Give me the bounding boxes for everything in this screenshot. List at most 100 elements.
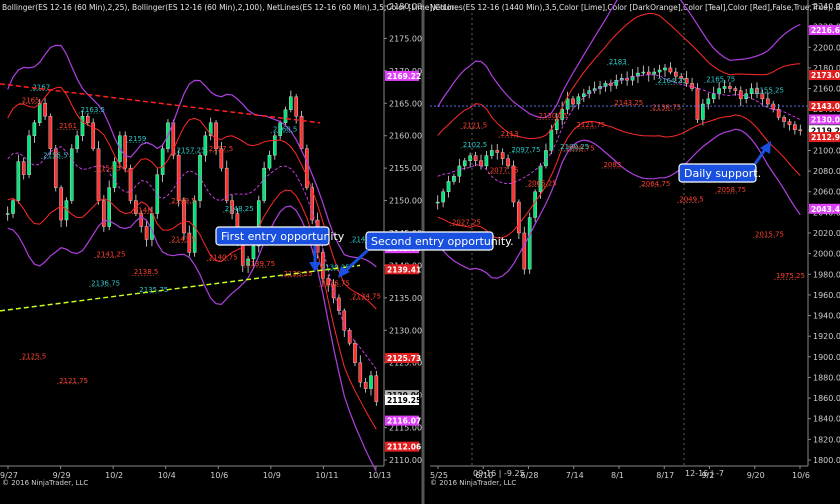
right-candle-body: [582, 93, 586, 97]
right-copyright: © 2016 NinjaTrader, LLC: [430, 479, 516, 487]
left-y-tick-label: 2160.00: [389, 132, 422, 141]
right-panel-bg: [426, 0, 840, 504]
left-candle-body: [246, 258, 250, 266]
right-candle-body: [728, 86, 732, 89]
callout-second-text: Second entry opportunity.: [371, 235, 514, 248]
right-level-label-red: 2027.25: [452, 219, 481, 227]
right-level-label-red: 2130.25: [539, 112, 568, 120]
left-candle-body: [358, 362, 363, 383]
right-price-tag: [809, 114, 840, 125]
left-level-label-red: 2141.25: [97, 250, 126, 258]
right-price-tag: [809, 203, 840, 214]
right-candle-body: [663, 67, 667, 71]
right-level-label-teal: 2164.25: [658, 77, 687, 85]
right-candle-body: [468, 155, 473, 161]
right-candle-body: [668, 67, 673, 73]
right-candle-body: [527, 217, 532, 270]
left-price-tag-label: 2116.07: [387, 417, 421, 426]
left-x-tick-label: 9/29: [53, 471, 71, 480]
left-candle-body: [326, 278, 331, 286]
right-session-note: 09-16 | -9.25: [473, 469, 525, 478]
right-candle-body: [484, 155, 489, 167]
right-level-label-red: 2064.75: [641, 180, 670, 188]
left-level-label-teal: 2163.5: [80, 106, 105, 114]
right-candle-body: [771, 103, 776, 110]
callout-daily-text: Daily support.: [684, 167, 761, 180]
right-x-tick-label: 9/20: [747, 471, 765, 480]
right-level-label-teal: 2155.25: [755, 86, 784, 94]
left-y-tick-label: 2115.00: [389, 424, 422, 433]
right-candle-body: [798, 129, 803, 132]
left-x-tick-label: 9/27: [0, 471, 18, 480]
left-candle-body: [21, 161, 26, 175]
right-candle-body: [690, 83, 694, 89]
left-y-tick-label: 2110.00: [389, 456, 422, 465]
right-candle-body: [522, 232, 527, 270]
left-candle-body: [91, 122, 95, 149]
left-panel-bg: [0, 0, 420, 504]
left-level-label-teal: 2139.25: [321, 263, 350, 271]
right-level-label-red: 2113: [501, 130, 519, 138]
left-level-label-teal: 2157.25: [177, 147, 206, 155]
left-level-label-red: 2140.75: [209, 254, 238, 262]
left-bollinger-mid: [7, 146, 377, 370]
left-level-label-red: 2125.5: [22, 352, 47, 360]
callout-first-box: [215, 226, 330, 246]
left-candle-body: [112, 161, 117, 188]
callout-daily-arrowhead: [760, 141, 771, 154]
right-level-label-red: 2121.5: [463, 121, 488, 129]
left-candle-body: [310, 187, 315, 221]
left-level-label-teal: 2156.5: [43, 151, 67, 159]
right-candle-body: [549, 129, 554, 151]
left-candle-body: [107, 187, 111, 227]
left-level-label-red: 2136.75: [321, 280, 350, 288]
right-level-label-red: 2049.5: [679, 196, 704, 204]
right-bollinger-outer-upper: [437, 0, 801, 119]
right-bollinger-outer-lower: [437, 128, 801, 279]
left-candle-body: [251, 245, 256, 260]
right-candle-body: [695, 88, 700, 120]
left-x-tick-label: 10/9: [263, 471, 281, 480]
right-y-tick-label: 2060.00: [813, 188, 840, 197]
left-candle-body: [69, 148, 74, 201]
right-candle-body: [760, 93, 765, 100]
callout-daily-arrow: [753, 147, 768, 165]
right-x-tick-label: 6/28: [521, 471, 539, 480]
right-bollinger-upper: [437, 12, 801, 140]
left-level-label-red: 2165: [22, 96, 40, 104]
right-level-label-red: 1975.25: [776, 272, 805, 280]
right-price-tag-label: 2112.96: [811, 133, 840, 142]
right-level-label-red: 2143.25: [614, 99, 643, 107]
right-x-tick-label: 9/2: [702, 471, 715, 480]
right-x-tick-label: 5/25: [430, 471, 448, 480]
right-y-tick-label: 1900.00: [813, 353, 840, 362]
right-level-label-red: 2098.75: [566, 145, 595, 153]
left-level-label-red: 2134.75: [352, 292, 381, 300]
callout-daily-box: [678, 163, 757, 183]
left-level-label-teal: 2148.25: [225, 205, 254, 213]
right-y-tick-label: 1860.00: [813, 394, 840, 403]
left-level-label-teal: 2159: [129, 135, 147, 143]
right-candle-body: [733, 88, 738, 91]
left-candle-body: [102, 200, 106, 227]
right-level-label-red: 2065.25: [528, 179, 557, 187]
left-level-label-red: 2149.5: [171, 197, 196, 205]
left-resistance-trendline: [0, 83, 321, 124]
left-x-tick-label: 10/2: [105, 471, 123, 480]
left-y-tick-label: 2180.00: [389, 2, 422, 11]
right-level-label-teal: 2100.25: [560, 143, 589, 151]
left-candle-body: [230, 200, 234, 214]
right-price-tag: [809, 132, 840, 143]
left-y-tick-label: 2150.00: [389, 197, 422, 206]
left-candle-body: [299, 116, 304, 149]
right-y-tick-label: 1880.00: [813, 373, 840, 382]
right-y-tick-label: 1960.00: [813, 291, 840, 300]
right-candle-body: [511, 165, 516, 203]
callout-first-entry: First entry opportunity: [215, 226, 345, 272]
left-candle-body: [37, 103, 42, 123]
left-price-tag-label: 2169.22: [387, 72, 421, 81]
left-candle-body: [139, 213, 144, 227]
left-candle-body: [150, 213, 154, 240]
left-candle-body: [273, 135, 277, 156]
